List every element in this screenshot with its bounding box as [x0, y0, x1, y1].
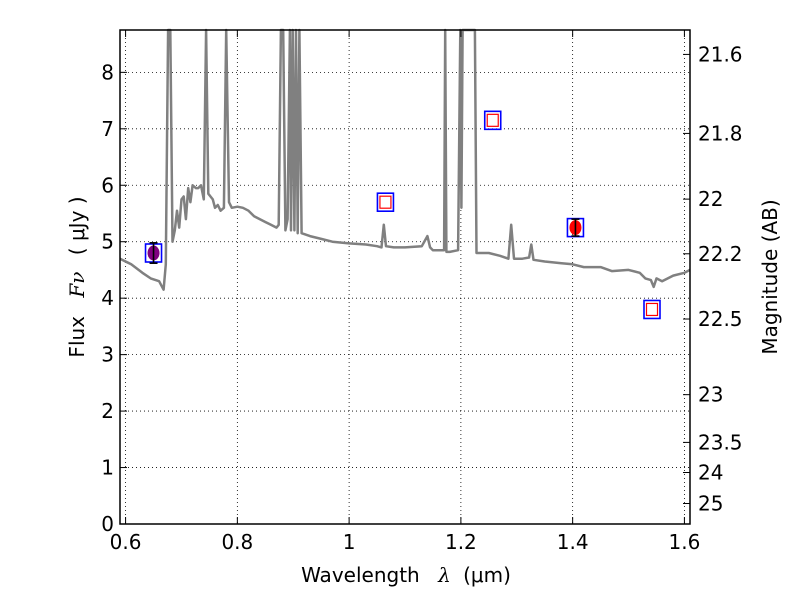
- x-axis-label-text: Wavelength: [301, 563, 420, 587]
- model-flux-marker: [643, 299, 661, 320]
- right-tick-label: 21.6: [698, 42, 743, 66]
- x-tick-label: 1: [343, 530, 356, 554]
- y-tick-label: 0: [101, 512, 114, 536]
- y-tick-label: 1: [101, 456, 114, 480]
- y-tick-label: 8: [101, 60, 114, 84]
- spectrum-line: [119, 28, 691, 291]
- observed-flux-marker: [379, 195, 392, 209]
- x-tick-label: 1.2: [445, 530, 477, 554]
- right-tick-label: 24: [698, 461, 723, 485]
- y-tick-label: 6: [101, 173, 114, 197]
- x-tick-label: 0.6: [110, 530, 142, 554]
- y-tick-label: 4: [101, 286, 114, 310]
- model-flux-marker: [483, 110, 502, 131]
- y-axis-label: Flux Fν ( μJy ): [65, 196, 89, 357]
- photometry-points: [144, 110, 661, 320]
- spectrum-series: [119, 28, 691, 291]
- right-tick-label: 22.2: [698, 242, 743, 266]
- y-tick-label: 5: [101, 230, 114, 254]
- observed-flux-marker: [645, 302, 659, 317]
- right-tick-label: 23: [698, 383, 723, 407]
- right-axis-label: Magnitude (AB): [758, 199, 782, 354]
- x-axis-label-unit: (μm): [463, 563, 511, 587]
- right-tick-label: 22.5: [698, 307, 743, 331]
- right-tick-label: 21.8: [698, 121, 743, 145]
- y-axis-label-unit: ( μJy ): [65, 196, 89, 255]
- x-axis-label-symbol: λ: [437, 563, 451, 587]
- y-tick-label: 3: [101, 343, 114, 367]
- y-tick-label: 7: [101, 117, 114, 141]
- right-tick-label: 22: [698, 187, 723, 211]
- x-tick-label: 0.8: [221, 530, 253, 554]
- right-tick-label: 23.5: [698, 430, 743, 454]
- plot-frame: [119, 29, 691, 525]
- y-axis-label-symbol: Fν: [65, 272, 89, 299]
- axis-ticks: 0.6 0.8 1 1.2 1.4 1.601234567821.621.82222.22…: [101, 30, 743, 554]
- y-tick-label: 2: [101, 399, 114, 423]
- observed-flux-marker: [486, 113, 499, 127]
- x-axis-label: Wavelength λ (μm): [301, 563, 511, 587]
- right-tick-label: 25: [698, 492, 723, 516]
- x-tick-label: 1.4: [557, 530, 589, 554]
- x-tick-label: 1.6: [669, 530, 701, 554]
- model-flux-marker: [376, 192, 395, 212]
- y-axis-label-text: Flux: [65, 316, 89, 358]
